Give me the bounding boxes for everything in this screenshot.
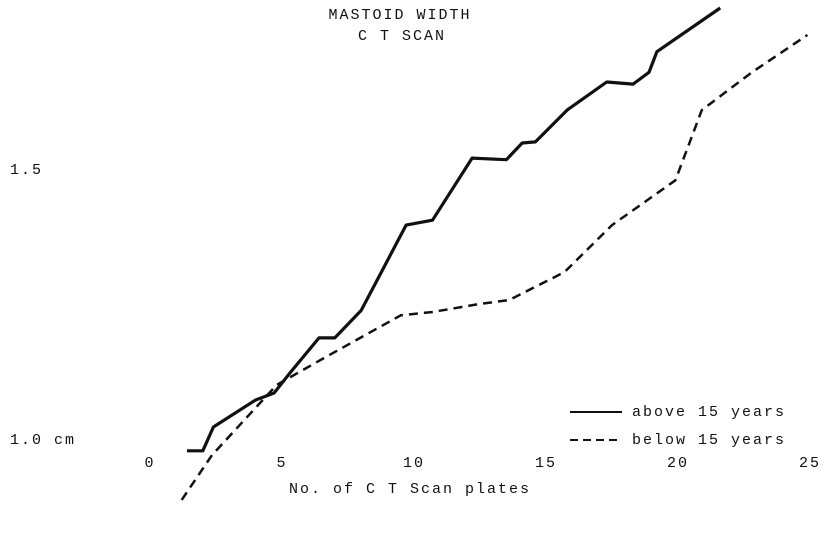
data-line bbox=[187, 6, 722, 453]
x-tick-label: 0 bbox=[144, 455, 155, 472]
x-tick-label: 25 bbox=[799, 455, 821, 472]
chart-title: MASTOID WIDTH bbox=[328, 7, 471, 24]
y-tick-label: 1.0 cm bbox=[10, 432, 76, 449]
legend-label: above 15 years bbox=[632, 404, 786, 421]
x-axis-label: No. of C T Scan plates bbox=[289, 481, 531, 498]
y-tick-label: 1.5 bbox=[10, 162, 43, 179]
x-tick-label: 10 bbox=[403, 455, 425, 472]
x-tick-label: 5 bbox=[276, 455, 287, 472]
legend-label: below 15 years bbox=[632, 432, 786, 449]
x-tick-label: 20 bbox=[667, 455, 689, 472]
x-tick-label: 15 bbox=[535, 455, 557, 472]
data-line bbox=[180, 33, 809, 501]
chart-subtitle: C T SCAN bbox=[358, 28, 446, 45]
